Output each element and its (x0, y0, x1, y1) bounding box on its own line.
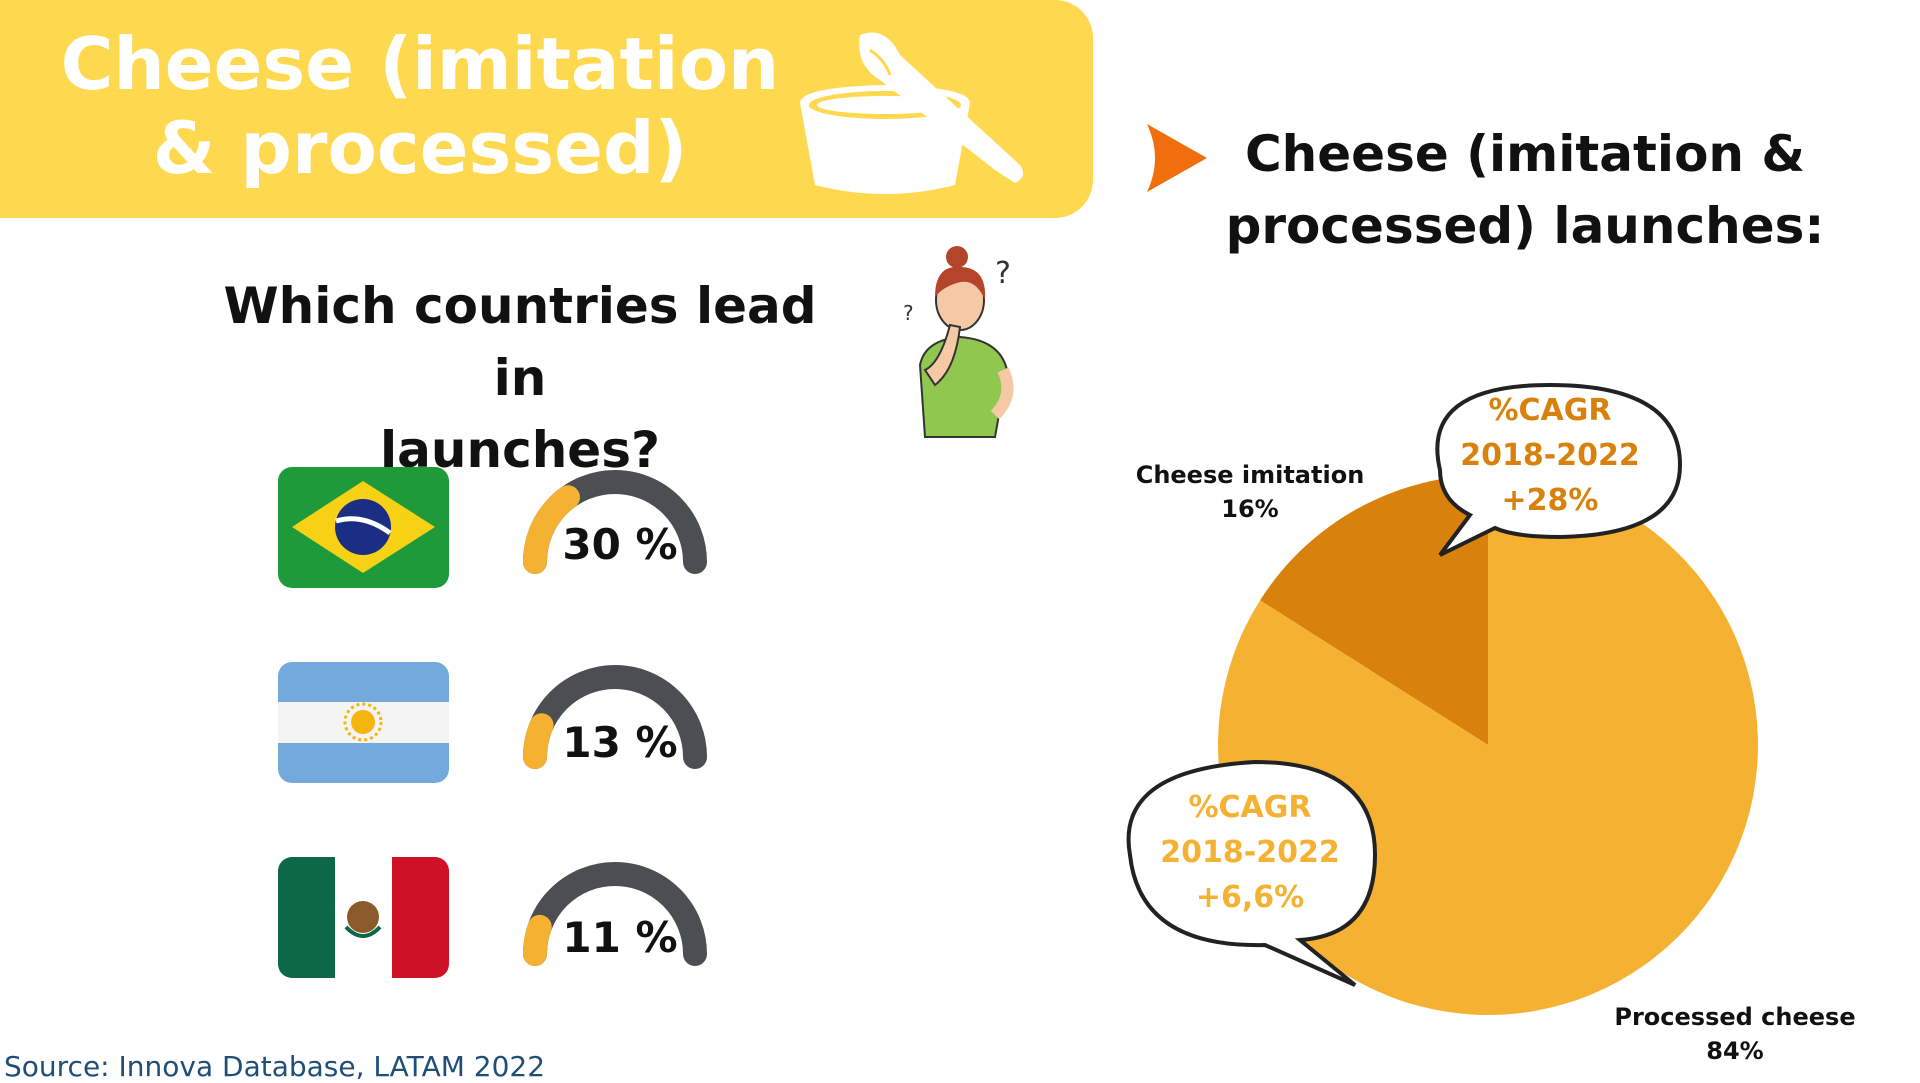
svg-text:?: ? (995, 256, 1011, 291)
gauge (523, 862, 707, 966)
cagr-bubble-processed (1126, 759, 1378, 987)
mexico-flag (278, 857, 449, 978)
gauge (523, 665, 707, 769)
gauge-value: 11 % (562, 913, 678, 962)
arrow-icon (1147, 124, 1207, 192)
brazil-flag (278, 467, 449, 588)
pie-label-imitation: Cheese imitation 16% (1135, 461, 1365, 523)
banner-title: Cheese (imitation & processed) (60, 22, 780, 190)
gauge (523, 470, 707, 574)
gauge-fill (523, 713, 554, 769)
cheese-tub-icon (800, 32, 1024, 194)
thinking-person-icon: ? ? (903, 246, 1014, 438)
cagr-bubble-imitation (1435, 382, 1683, 557)
source-note: Source: Innova Database, LATAM 2022 (4, 1050, 546, 1083)
gauge-value: 30 % (562, 520, 678, 569)
argentina-flag (278, 662, 449, 783)
cagr-text-processed: %CAGR 2018-2022 +6,6% (1160, 790, 1340, 915)
gauge-fill (523, 485, 580, 574)
pie-slice-imitation (1260, 475, 1488, 745)
cagr-text-imitation: %CAGR 2018-2022 +28% (1460, 393, 1640, 518)
svg-text:?: ? (903, 301, 914, 325)
pie-label-processed: Processed cheese 84% (1614, 1003, 1856, 1065)
question-heading: Which countries lead in launches? (223, 277, 817, 479)
gauge-value: 13 % (562, 718, 678, 767)
chart-title: Cheese (imitation & processed) launches: (1225, 125, 1825, 255)
gauge-fill (523, 914, 552, 966)
